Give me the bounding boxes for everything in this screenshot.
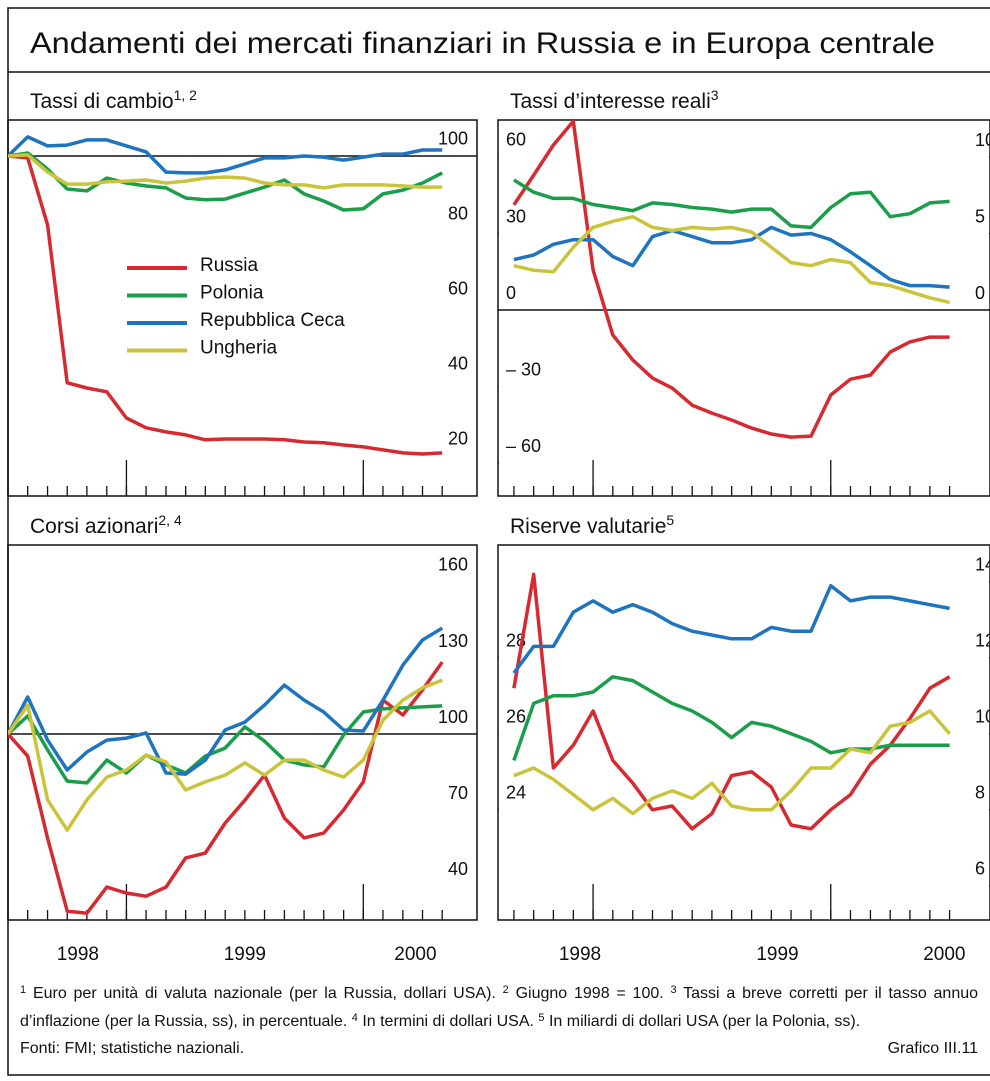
panel-title-note: 1, 2 xyxy=(174,87,198,103)
footnote: 5 In miliardi di dollari USA (per la Pol… xyxy=(538,1012,861,1030)
series-line xyxy=(512,583,950,675)
legend-label: Polonia xyxy=(200,283,264,304)
series-line xyxy=(8,626,444,776)
panel-title: Riserve valutarie5 xyxy=(510,512,674,538)
footnote: 1 Euro per unità di valuta nazionale (pe… xyxy=(20,984,496,1002)
y-tick-label: 60 xyxy=(448,279,468,299)
panel-title-text: Tassi d’interesse reali xyxy=(510,90,711,113)
footnote-text: In miliardi di dollari USA (per la Polon… xyxy=(548,1013,861,1030)
series-line xyxy=(513,709,951,816)
series-line xyxy=(513,225,950,289)
y-tick-label: 24 xyxy=(506,783,526,803)
footnote-number: 3 xyxy=(670,984,677,996)
footnote-number: 4 xyxy=(351,1012,358,1024)
legend-label: Russia xyxy=(200,255,259,276)
footnote-number: 2 xyxy=(502,984,509,996)
series-line xyxy=(8,661,444,915)
series-line xyxy=(512,675,950,761)
source: Fonti: FMI; statistiche nazionali. xyxy=(20,1040,245,1057)
series-line xyxy=(8,704,443,785)
y2-tick-label: 6 xyxy=(975,859,985,879)
y-tick-label: 70 xyxy=(448,783,468,803)
footnotes: 1 Euro per unità di valuta nazionale (pe… xyxy=(20,978,978,1034)
y-tick-label: 130 xyxy=(438,631,468,651)
y2-tick-label: 0 xyxy=(975,283,985,303)
figure-label: Grafico III.11 xyxy=(887,1040,978,1057)
y-tick-label: 80 xyxy=(448,204,468,224)
y-tick-label: 160 xyxy=(438,555,468,575)
panel-title-note: 3 xyxy=(711,87,719,103)
x-label: 1998 xyxy=(559,944,601,965)
footnote: 2 Giugno 1998 = 100. xyxy=(502,984,664,1002)
outer-frame xyxy=(7,7,990,1076)
panel-title-text: Corsi azionari xyxy=(30,515,158,538)
footnote-number: 1 xyxy=(20,984,27,996)
footnote-text: Euro per unità di valuta nazionale (per … xyxy=(32,985,496,1002)
source-row: Fonti: FMI; statistiche nazionali. Grafi… xyxy=(20,1040,978,1058)
y-tick-label: – 60 xyxy=(506,436,541,456)
x-label: 1999 xyxy=(756,944,798,965)
y-tick-label: 100 xyxy=(438,129,468,149)
footnote-text: Giugno 1998 = 100. xyxy=(515,985,664,1002)
footnote-number: 5 xyxy=(538,1012,545,1024)
panel-title-note: 2, 4 xyxy=(158,512,182,528)
plot-frame xyxy=(497,544,990,921)
y2-tick-label: 10 xyxy=(975,707,990,727)
panel-title: Tassi di cambio1, 2 xyxy=(30,87,197,113)
y2-tick-label: 14 xyxy=(975,555,990,575)
footnote: 3 Tassi a breve corretti per il tasso an… xyxy=(20,984,979,1030)
series-line xyxy=(512,178,950,230)
y2-tick-label: 8 xyxy=(975,783,985,803)
y-tick-label: 26 xyxy=(506,707,526,727)
series-line xyxy=(8,135,443,175)
y-tick-label: 40 xyxy=(448,354,468,374)
y-tick-label: 60 xyxy=(506,130,526,150)
panel-title-text: Riserve valutarie xyxy=(510,515,666,538)
panel-title-text: Tassi di cambio xyxy=(30,90,174,113)
panel-title: Tassi d’interesse reali3 xyxy=(510,87,719,113)
y-tick-label: 40 xyxy=(448,859,468,879)
panel-title: Corsi azionari2, 4 xyxy=(30,512,182,538)
footnote-text: In termini di dollari USA. xyxy=(362,1013,534,1030)
y-tick-label: – 30 xyxy=(506,359,541,379)
series-line xyxy=(8,678,443,832)
panel-title-note: 5 xyxy=(666,512,674,528)
y-tick-label: 100 xyxy=(438,707,468,727)
figure-title: Andamenti dei mercati finanziari in Russ… xyxy=(30,27,935,60)
y2-tick-label: 5 xyxy=(975,206,985,226)
plot-frame xyxy=(497,119,990,497)
x-label: 1998 xyxy=(57,944,99,965)
footnote: 4 In termini di dollari USA. xyxy=(351,1012,534,1030)
x-label: 2000 xyxy=(923,944,965,965)
y-tick-label: 20 xyxy=(448,429,468,449)
y2-tick-label: 10 xyxy=(975,130,990,150)
legend-label: Ungheria xyxy=(200,338,278,359)
x-label: 1999 xyxy=(224,944,266,965)
series-line xyxy=(512,572,951,831)
series-line xyxy=(513,214,950,305)
y-tick-label: 30 xyxy=(506,206,526,226)
y2-tick-label: 12 xyxy=(975,631,990,651)
series-line xyxy=(8,153,443,190)
series-line xyxy=(512,120,950,439)
x-label: 2000 xyxy=(394,944,436,965)
plot-frame xyxy=(7,544,478,921)
footnote-text: Tassi a breve corretti per il tasso annu… xyxy=(20,985,979,1030)
plot-frame xyxy=(7,119,478,497)
series-line xyxy=(8,151,443,212)
series-line xyxy=(8,154,443,456)
legend-label: Repubblica Ceca xyxy=(200,310,345,331)
y-tick-label: 0 xyxy=(506,283,516,303)
